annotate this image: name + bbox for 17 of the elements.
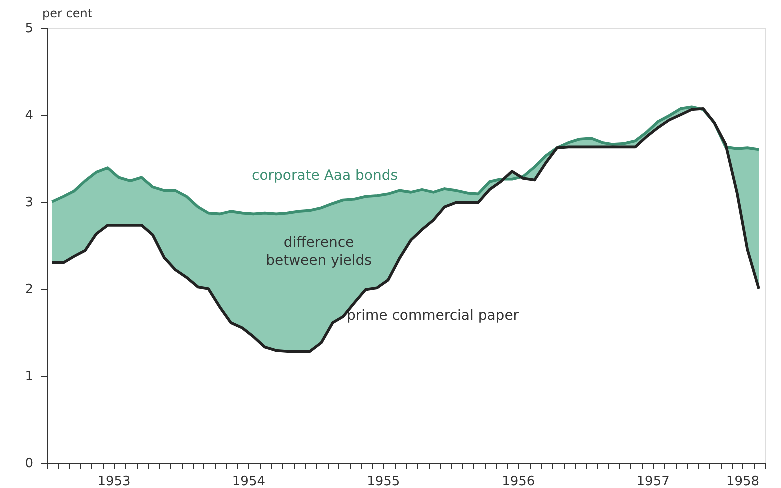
- x-tick-label: 1953: [98, 474, 131, 488]
- line-series: [50, 106, 760, 216]
- y-tick-label: 3: [25, 196, 34, 210]
- series-label: corporate Aaa bonds: [252, 168, 398, 184]
- annotation: difference between yields: [266, 235, 372, 269]
- x-tick-label: 1955: [367, 474, 400, 488]
- x-tick-label: 1958: [726, 474, 760, 488]
- y-axis-title: per cent: [42, 6, 93, 20]
- series-label: prime commercial paper: [347, 308, 520, 324]
- x-tick-label: 1954: [232, 474, 266, 488]
- y-tick-label: 5: [25, 22, 34, 36]
- x-tick-label: 1957: [636, 474, 670, 488]
- y-tick-label: 1: [25, 370, 34, 384]
- y-tick-label: 0: [25, 456, 34, 472]
- y-tick-label: 4: [25, 108, 34, 124]
- y-tick-label: 2: [25, 282, 34, 298]
- x-tick-label: 1956: [502, 474, 536, 488]
